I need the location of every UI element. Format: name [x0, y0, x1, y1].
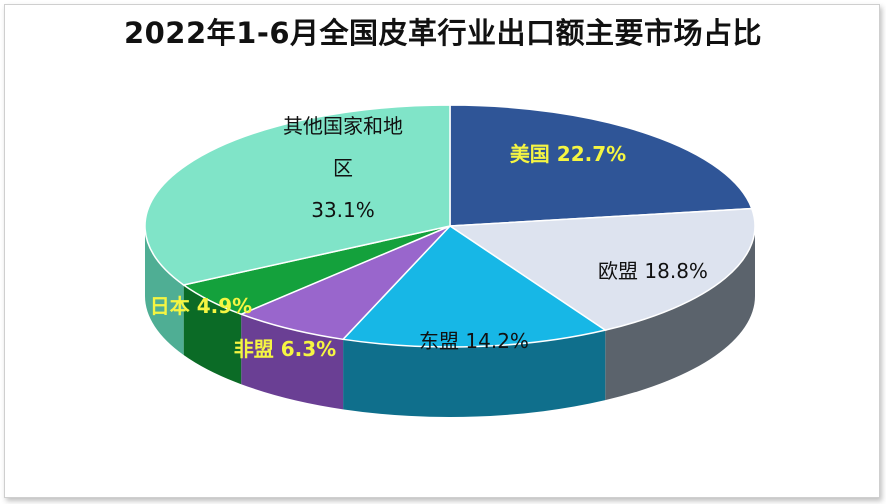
data-label-usa: 美国 22.7%: [510, 142, 626, 166]
pie-side-japan: [183, 284, 242, 385]
data-label-others: 其他国家和地区 33.1%: [283, 114, 403, 222]
pie-slice-eu: [447, 207, 756, 331]
pie-slice-usa: [449, 104, 753, 227]
pie-side-asean: [343, 330, 606, 417]
data-label-asean: 东盟 14.2%: [419, 329, 529, 353]
pie-side-others: [145, 226, 184, 355]
data-label-eu: 欧盟 18.8%: [598, 259, 708, 283]
pie-side-eu: [605, 226, 755, 401]
pie-slice-others: [144, 104, 451, 286]
pie-slices: [144, 104, 756, 348]
data-label-japan: 日本 4.9%: [150, 294, 252, 318]
pie-side-african-union: [241, 314, 344, 410]
pie-sides: [145, 226, 755, 417]
chart-title: 2022年1-6月全国皮革行业出口额主要市场占比: [123, 16, 763, 50]
data-label-african-union: 非盟 6.3%: [234, 337, 336, 361]
pie-labels: 美国 22.7% 欧盟 18.8% 东盟 14.2% 非盟 6.3% 日本 4.9% 其他…: [150, 114, 708, 361]
pie-slice-asean: [341, 225, 608, 348]
pie-slice-african-union: [239, 225, 451, 341]
